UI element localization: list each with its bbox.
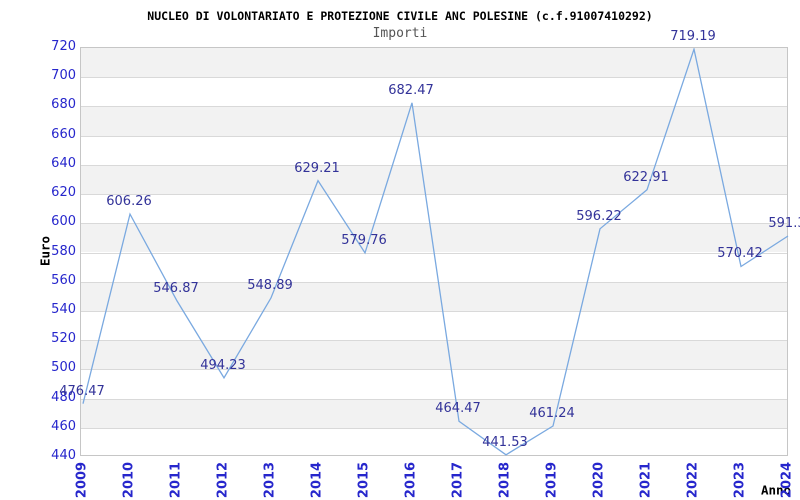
data-point-label: 719.19 <box>670 29 716 45</box>
y-tick-label: 720 <box>51 39 76 54</box>
y-tick-label: 660 <box>51 126 76 142</box>
data-point-label: 682.47 <box>388 82 434 98</box>
y-tick-label: 540 <box>51 301 76 317</box>
plot-band <box>81 340 787 370</box>
y-tick-label: 460 <box>51 418 76 434</box>
y-tick-label: 480 <box>51 389 76 405</box>
y-tick-label: 600 <box>51 214 76 230</box>
plot-band <box>81 164 787 195</box>
gridline <box>81 106 787 108</box>
data-point-label: 596.22 <box>576 208 622 224</box>
y-tick-label: 440 <box>51 448 76 463</box>
data-point-label: 622.91 <box>623 169 669 185</box>
data-point-label: 546.87 <box>153 280 199 296</box>
plot-band <box>81 398 787 428</box>
gridline <box>81 164 787 166</box>
y-tick-label: 640 <box>51 155 76 171</box>
data-point-label: 579.76 <box>341 232 387 248</box>
gridline <box>81 281 787 283</box>
data-point-label: 606.26 <box>106 194 152 210</box>
data-point-label: 464.47 <box>435 401 481 417</box>
plot-band <box>81 48 787 78</box>
chart-subtitle: Importi <box>372 26 428 41</box>
x-tick-label: 2012 <box>215 461 231 499</box>
plot-band <box>81 281 787 311</box>
data-point-label: 494.23 <box>200 357 246 373</box>
y-tick-label: 500 <box>51 360 76 376</box>
x-tick-label: 2014 <box>309 461 325 499</box>
x-tick-label: 2015 <box>356 461 372 499</box>
gridline <box>81 340 787 342</box>
data-point-label: 461.24 <box>529 405 575 421</box>
y-tick-label: 620 <box>51 185 76 201</box>
x-tick-label: 2010 <box>121 461 137 499</box>
gridline <box>81 398 787 400</box>
gridline <box>81 135 787 137</box>
series-line-layer <box>82 48 789 456</box>
x-tick-label: 2021 <box>638 461 654 499</box>
data-point-label: 591.3 <box>768 215 800 231</box>
x-tick-label: 2016 <box>403 461 419 499</box>
x-tick-label: 2020 <box>591 461 607 499</box>
x-tick-label: 2011 <box>168 461 184 499</box>
plot-area <box>80 47 789 456</box>
gridline <box>81 427 787 429</box>
x-tick-label: 2023 <box>732 461 748 499</box>
gridline <box>81 77 787 79</box>
x-tick-label: 2018 <box>497 461 513 499</box>
data-point-label: 476.47 <box>59 383 105 399</box>
x-tick-label: 2022 <box>685 461 701 499</box>
x-tick-label: 2017 <box>450 461 466 499</box>
data-point-label: 441.53 <box>482 434 528 450</box>
y-tick-label: 700 <box>51 68 76 84</box>
x-tick-label: 2013 <box>262 461 278 499</box>
data-point-label: 570.42 <box>717 246 763 262</box>
gridline <box>81 369 787 371</box>
chart-title: NUCLEO DI VOLONTARIATO E PROTEZIONE CIVI… <box>147 9 653 23</box>
series-line <box>82 48 789 456</box>
gridline <box>81 223 787 225</box>
x-tick-label: 2019 <box>544 461 560 499</box>
gridline <box>81 310 787 312</box>
x-tick-label: 2024 <box>779 461 795 499</box>
y-tick-label: 580 <box>51 243 76 259</box>
y-tick-label: 520 <box>51 331 76 347</box>
x-axis-title: Anno <box>760 482 792 498</box>
data-point-label: 548.89 <box>247 277 293 293</box>
data-point-label: 629.21 <box>294 160 340 176</box>
x-tick-label: 2009 <box>74 461 90 499</box>
y-tick-label: 680 <box>51 97 76 113</box>
y-tick-label: 560 <box>51 272 76 288</box>
gridline <box>81 194 787 196</box>
